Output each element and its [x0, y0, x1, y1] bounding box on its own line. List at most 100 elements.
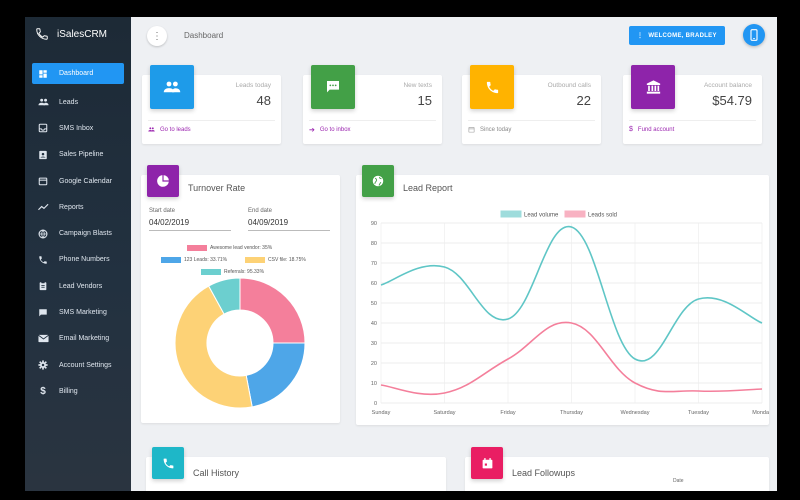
more-vert-icon: ⋮: [152, 30, 162, 42]
sidebar-item-sales-pipeline[interactable]: Sales Pipeline: [32, 142, 124, 168]
sidebar-item-campaign-blasts[interactable]: Campaign Blasts: [32, 220, 124, 246]
sidebar-item-label: Phone Numbers: [59, 256, 110, 264]
bank-icon: [646, 80, 660, 94]
y-tick-label: 40: [371, 321, 377, 327]
legend-label: Awesome lead vendor: 35%: [210, 245, 273, 251]
sidebar-item-sms-marketing[interactable]: SMS Marketing: [32, 299, 124, 325]
top-bar: ⋮ Dashboard ⋮ WELCOME, BRADLEY: [131, 17, 777, 57]
stat-badge: [470, 65, 514, 109]
sidebar-item-label: Dashboard: [59, 70, 94, 77]
legend-swatch: [187, 245, 207, 251]
start-date-value: 04/02/2019: [149, 218, 231, 231]
sidebar-item-label: Reports: [59, 203, 84, 211]
phone-logo-icon: [36, 28, 48, 40]
sidebar-item-dashboard[interactable]: Dashboard: [32, 63, 124, 84]
sidebar-item-label: SMS Marketing: [59, 309, 107, 317]
stat-label: New texts: [403, 82, 432, 89]
gear-icon: [37, 359, 49, 371]
sidebar-nav: Dashboard Leads SMS Inbox Sales Pipeline Goo…: [32, 63, 124, 405]
phone-icon: [486, 81, 498, 93]
start-date-field[interactable]: Start date 04/02/2019: [149, 208, 231, 231]
turnover-rate-panel: Turnover Rate Start date 04/02/2019 End …: [141, 165, 340, 423]
menu-button[interactable]: ⋮: [147, 26, 167, 46]
legend-item[interactable]: Referrals: 95.33%: [201, 269, 264, 275]
contact-card-icon: [37, 149, 49, 161]
welcome-button[interactable]: ⋮ WELCOME, BRADLEY: [629, 26, 725, 45]
y-tick-label: 80: [371, 241, 377, 247]
dollar-icon: $: [629, 126, 633, 133]
stat-value: 22: [576, 93, 591, 108]
sidebar-item-reports[interactable]: Reports: [32, 194, 124, 220]
app-window: iSalesCRM Dashboard Leads SMS Inbox Sales P…: [25, 17, 777, 491]
app-name: iSalesCRM: [57, 28, 108, 40]
welcome-label: WELCOME, BRADLEY: [648, 32, 717, 39]
calendar-icon: [482, 457, 492, 468]
stat-badge: [311, 65, 355, 109]
legend-item[interactable]: Awesome lead vendor: 35%: [187, 245, 272, 251]
legend-swatch[interactable]: [500, 210, 522, 218]
sidebar-item-sms-inbox[interactable]: SMS Inbox: [32, 115, 124, 141]
sidebar-item-label: Email Marketing: [59, 335, 110, 343]
since-today-note: Since today: [468, 126, 511, 133]
sidebar-item-label: Leads: [59, 98, 79, 106]
stat-badge: [150, 65, 194, 109]
legend-swatch: [161, 257, 181, 263]
phone-icon: [37, 254, 49, 266]
globe-icon: [372, 175, 384, 187]
globe-icon: [37, 228, 49, 240]
lead-report-panel: Lead Report 0 10 20 30 40 50 60 70 80 90 Sunday Sat…: [356, 165, 769, 425]
chat-icon: [327, 81, 339, 93]
brand[interactable]: iSalesCRM: [35, 27, 107, 41]
go-to-inbox-link[interactable]: ➔ Go to inbox: [309, 126, 351, 134]
sidebar-item-leads[interactable]: Leads: [32, 89, 124, 115]
fund-account-link[interactable]: $ Fund account: [629, 126, 674, 133]
pie-chart-icon: [157, 175, 169, 187]
calendar-icon: [468, 127, 475, 133]
end-date-field[interactable]: End date 04/09/2019: [248, 208, 330, 231]
sidebar-item-label: Campaign Blasts: [59, 230, 112, 238]
series-line-lead-volume[interactable]: [380, 226, 763, 362]
y-tick-label: 0: [374, 401, 377, 407]
breadcrumb: Dashboard: [184, 31, 224, 40]
people-icon: [163, 81, 181, 93]
legend-label: CSV file: 18.75%: [268, 257, 306, 263]
sidebar-item-lead-vendors[interactable]: Lead Vendors: [32, 273, 124, 299]
panel-badge: [471, 447, 503, 479]
panel-title: Lead Report: [403, 183, 453, 193]
legend-label[interactable]: Leads sold: [588, 213, 617, 219]
mobile-button[interactable]: [743, 24, 765, 46]
donut-slice-123-leads[interactable]: [245, 342, 306, 408]
legend-swatch: [245, 257, 265, 263]
legend-label[interactable]: Lead volume: [524, 213, 559, 219]
end-date-value: 04/09/2019: [248, 218, 330, 231]
chat-icon: [37, 307, 49, 319]
go-to-leads-link[interactable]: Go to leads: [148, 126, 191, 133]
mobile-phone-icon: [750, 29, 758, 41]
series-line-leads-sold[interactable]: [380, 321, 763, 396]
sidebar-item-google-calendar[interactable]: Google Calendar: [32, 168, 124, 194]
panel-badge: [147, 165, 179, 197]
sidebar-item-email-marketing[interactable]: Email Marketing: [32, 326, 124, 352]
panel-badge: [362, 165, 394, 197]
donut-slice-csv-file[interactable]: [174, 285, 253, 409]
x-tick-label: Tuesday: [688, 410, 709, 416]
sidebar-item-account-settings[interactable]: Account Settings: [32, 352, 124, 378]
sidebar-item-billing[interactable]: $ Billing: [32, 378, 124, 404]
legend-swatch[interactable]: [564, 210, 586, 218]
start-date-label: Start date: [149, 208, 176, 214]
stat-card-balance: Account balance $54.79 $ Fund account: [623, 65, 762, 144]
sidebar-item-label: Billing: [59, 387, 78, 395]
legend-label: Referrals: 95.33%: [224, 269, 265, 275]
sidebar-item-phone-numbers[interactable]: Phone Numbers: [32, 247, 124, 273]
dollar-icon: $: [40, 385, 46, 397]
stat-label: Account balance: [703, 82, 752, 89]
sidebar-item-label: SMS Inbox: [59, 124, 94, 132]
clipboard-icon: [37, 280, 49, 292]
legend-item[interactable]: CSV file: 18.75%: [245, 257, 306, 263]
stat-footer: Go to inbox: [319, 127, 351, 133]
stat-label: Leads today: [235, 82, 271, 89]
legend-item[interactable]: 123 Leads: 33.71%: [161, 257, 227, 263]
donut-slice-referrals[interactable]: [208, 277, 241, 315]
donut-slice-awesome-lead-vendor[interactable]: [239, 277, 306, 344]
y-tick-label: 70: [371, 261, 377, 267]
